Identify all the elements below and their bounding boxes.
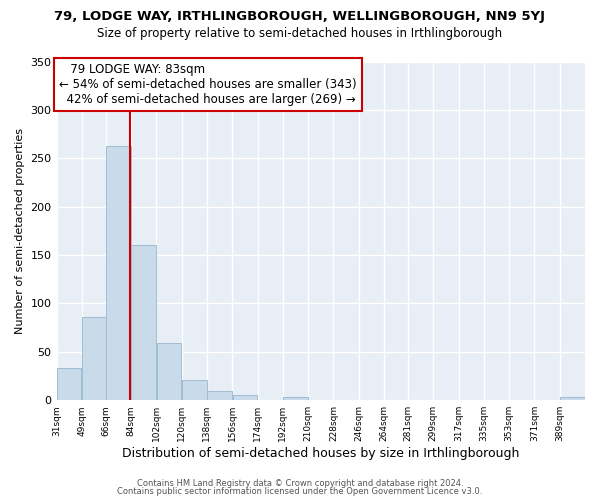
Y-axis label: Number of semi-detached properties: Number of semi-detached properties [15,128,25,334]
Text: 79 LODGE WAY: 83sqm
← 54% of semi-detached houses are smaller (343)
  42% of sem: 79 LODGE WAY: 83sqm ← 54% of semi-detach… [59,63,357,106]
Bar [560,398,584,400]
Bar [106,146,131,400]
Bar [57,368,82,400]
Bar [283,398,308,400]
Text: 79, LODGE WAY, IRTHLINGBOROUGH, WELLINGBOROUGH, NN9 5YJ: 79, LODGE WAY, IRTHLINGBOROUGH, WELLINGB… [55,10,545,23]
Bar [82,317,107,400]
Bar [207,390,232,400]
Bar [131,246,156,400]
Text: Size of property relative to semi-detached houses in Irthlingborough: Size of property relative to semi-detach… [97,28,503,40]
Bar [182,380,206,400]
X-axis label: Distribution of semi-detached houses by size in Irthlingborough: Distribution of semi-detached houses by … [122,447,520,460]
Text: Contains HM Land Registry data © Crown copyright and database right 2024.: Contains HM Land Registry data © Crown c… [137,478,463,488]
Bar [233,396,257,400]
Text: Contains public sector information licensed under the Open Government Licence v3: Contains public sector information licen… [118,487,482,496]
Bar [157,343,181,400]
